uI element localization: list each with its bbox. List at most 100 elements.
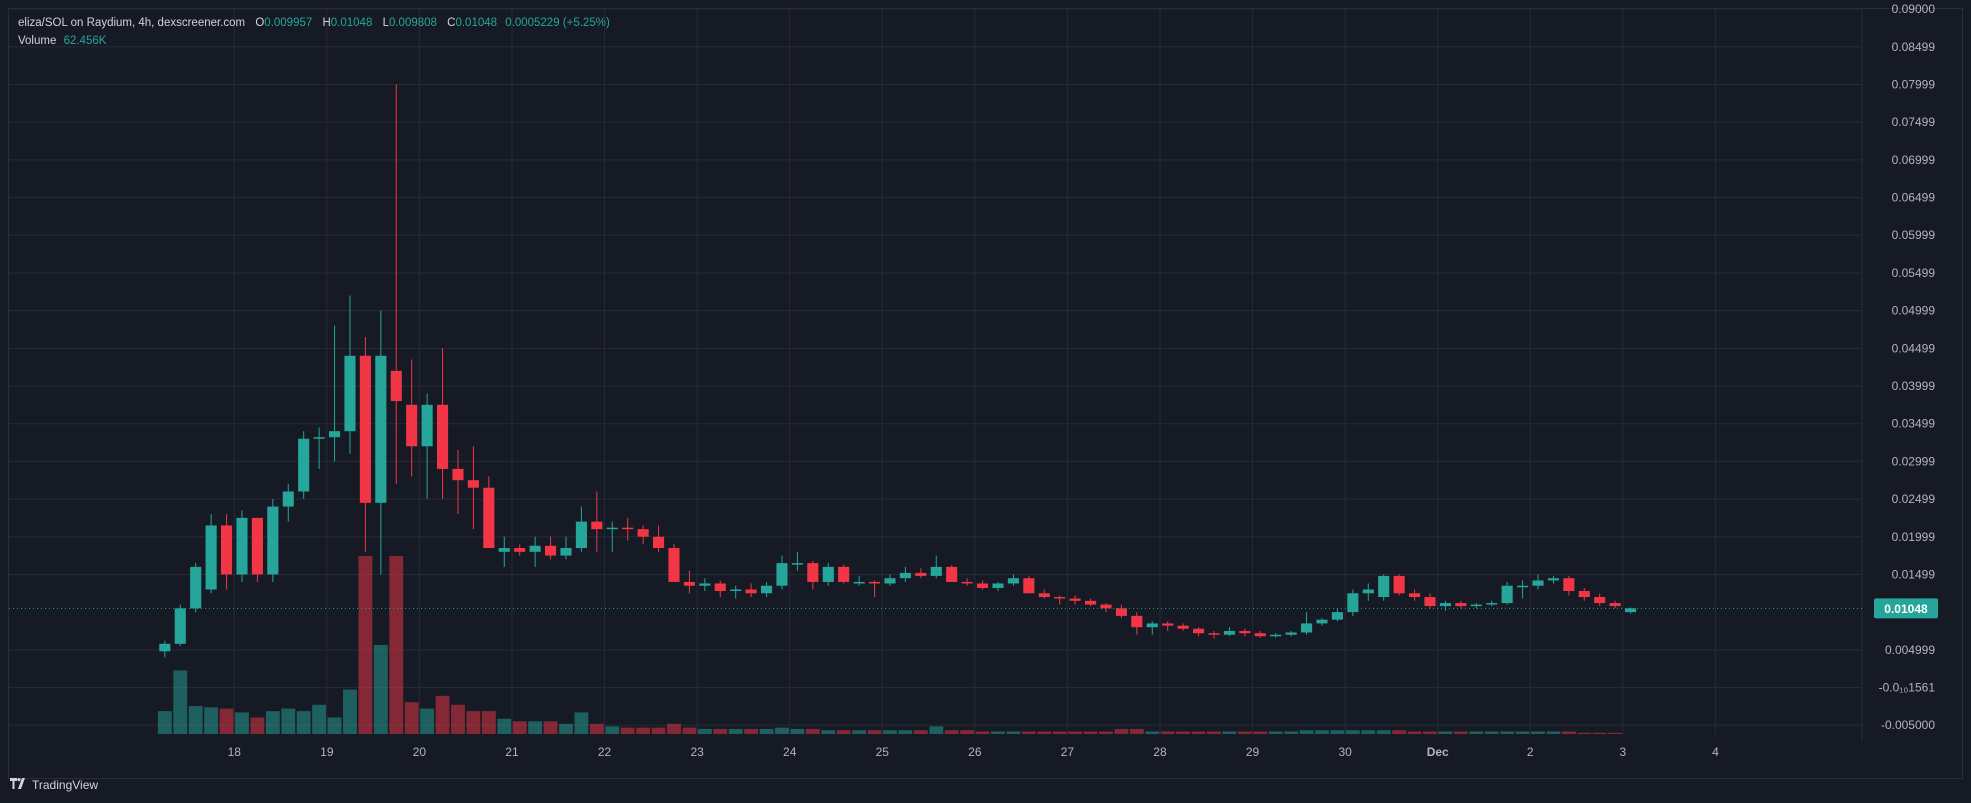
candle-body[interactable]: [236, 517, 248, 575]
candle-body[interactable]: [1501, 585, 1513, 604]
candle-body[interactable]: [992, 583, 1004, 588]
candle-body[interactable]: [946, 566, 958, 582]
candle-body[interactable]: [637, 529, 649, 537]
tradingview-brand[interactable]: TradingView: [10, 778, 98, 792]
candle-body[interactable]: [514, 548, 526, 552]
candle-body[interactable]: [1378, 575, 1390, 598]
candle-body[interactable]: [1254, 633, 1266, 637]
candle-body[interactable]: [1594, 597, 1606, 604]
candle-body[interactable]: [159, 643, 171, 652]
candle-body[interactable]: [1239, 630, 1251, 634]
candle-body[interactable]: [683, 581, 695, 586]
candle-body[interactable]: [1285, 632, 1297, 635]
candle-body[interactable]: [730, 589, 742, 592]
candle-body[interactable]: [251, 517, 263, 575]
candle-body[interactable]: [699, 583, 711, 586]
candle-body[interactable]: [436, 404, 449, 469]
candle-body[interactable]: [1424, 597, 1436, 607]
candle-body[interactable]: [884, 578, 896, 584]
candle-body[interactable]: [1023, 578, 1035, 594]
candle-body[interactable]: [1563, 578, 1575, 592]
candle-body[interactable]: [1038, 593, 1050, 598]
candle-body[interactable]: [344, 355, 356, 432]
candle-body[interactable]: [1347, 593, 1359, 613]
candle-body[interactable]: [282, 491, 294, 507]
candle-body[interactable]: [1115, 608, 1127, 616]
candle-body[interactable]: [1393, 575, 1405, 594]
candle-body[interactable]: [1162, 623, 1174, 626]
candle-body[interactable]: [328, 431, 341, 438]
candle-body[interactable]: [1054, 597, 1066, 599]
candle-body[interactable]: [313, 437, 325, 439]
candle-body[interactable]: [1625, 608, 1637, 613]
candle-body[interactable]: [529, 545, 541, 552]
candle-body[interactable]: [359, 355, 371, 503]
candle-body[interactable]: [1532, 580, 1544, 586]
candle-body[interactable]: [668, 548, 680, 582]
candle-body[interactable]: [1455, 603, 1467, 607]
candle-body[interactable]: [977, 583, 989, 588]
candle-body[interactable]: [1362, 589, 1374, 594]
candle-body[interactable]: [1007, 578, 1019, 584]
candle-body[interactable]: [1547, 578, 1559, 581]
candle-body[interactable]: [745, 589, 757, 594]
last-price-badge[interactable]: [1874, 598, 1938, 619]
pair-title[interactable]: eliza/SOL on Raydium, 4h, dexscreener.co…: [18, 17, 246, 29]
candle-body[interactable]: [1486, 603, 1498, 605]
candle-body[interactable]: [544, 545, 557, 556]
candle-body[interactable]: [1301, 623, 1313, 633]
candle-body[interactable]: [174, 608, 186, 644]
candle-body[interactable]: [1131, 615, 1143, 628]
candle-body[interactable]: [761, 585, 773, 594]
candle-body[interactable]: [467, 480, 479, 488]
candle-body[interactable]: [1085, 600, 1097, 605]
candle-body[interactable]: [1517, 585, 1529, 588]
candle-body[interactable]: [622, 527, 634, 530]
candle-body[interactable]: [1578, 591, 1590, 598]
candle-body[interactable]: [1609, 603, 1621, 607]
candle-body[interactable]: [776, 563, 788, 586]
candle-body[interactable]: [961, 581, 973, 584]
candle-body[interactable]: [483, 487, 495, 549]
candle-body[interactable]: [822, 566, 834, 582]
candle-body[interactable]: [1470, 604, 1482, 607]
volume-label[interactable]: Volume: [18, 35, 57, 47]
candle-body[interactable]: [190, 566, 202, 609]
candle-body[interactable]: [1439, 603, 1451, 607]
candle-body[interactable]: [267, 506, 279, 575]
candle-body[interactable]: [1331, 612, 1343, 620]
candle-body[interactable]: [390, 370, 402, 402]
candle-body[interactable]: [498, 548, 510, 552]
candle-body[interactable]: [1193, 628, 1205, 634]
candle-body[interactable]: [899, 572, 911, 579]
candle-body[interactable]: [1270, 634, 1282, 637]
candle-body[interactable]: [560, 548, 572, 556]
candle-body[interactable]: [1316, 619, 1328, 624]
candle-body[interactable]: [807, 563, 819, 582]
candle-body[interactable]: [298, 438, 310, 492]
candle-body[interactable]: [915, 572, 927, 576]
candle-body[interactable]: [791, 563, 803, 565]
candle-body[interactable]: [591, 521, 603, 530]
candle-body[interactable]: [205, 525, 217, 590]
candle-body[interactable]: [1223, 630, 1235, 635]
candle-body[interactable]: [930, 566, 942, 576]
candle-body[interactable]: [1100, 604, 1112, 609]
candle-body[interactable]: [869, 581, 881, 584]
candle-body[interactable]: [1069, 598, 1081, 601]
candle-body[interactable]: [421, 404, 433, 447]
candle-body[interactable]: [652, 536, 665, 549]
candle-body[interactable]: [1146, 623, 1158, 628]
candle-body[interactable]: [1177, 625, 1189, 629]
candle-body[interactable]: [452, 468, 464, 481]
candle-body[interactable]: [853, 581, 865, 584]
candle-body[interactable]: [714, 583, 726, 592]
candle-body[interactable]: [575, 521, 587, 549]
candle-body[interactable]: [375, 355, 387, 503]
candle-body[interactable]: [606, 527, 618, 530]
candle-body[interactable]: [1208, 633, 1220, 635]
candle-body[interactable]: [220, 525, 233, 575]
candle-body[interactable]: [838, 566, 850, 582]
candle-body[interactable]: [406, 404, 418, 447]
